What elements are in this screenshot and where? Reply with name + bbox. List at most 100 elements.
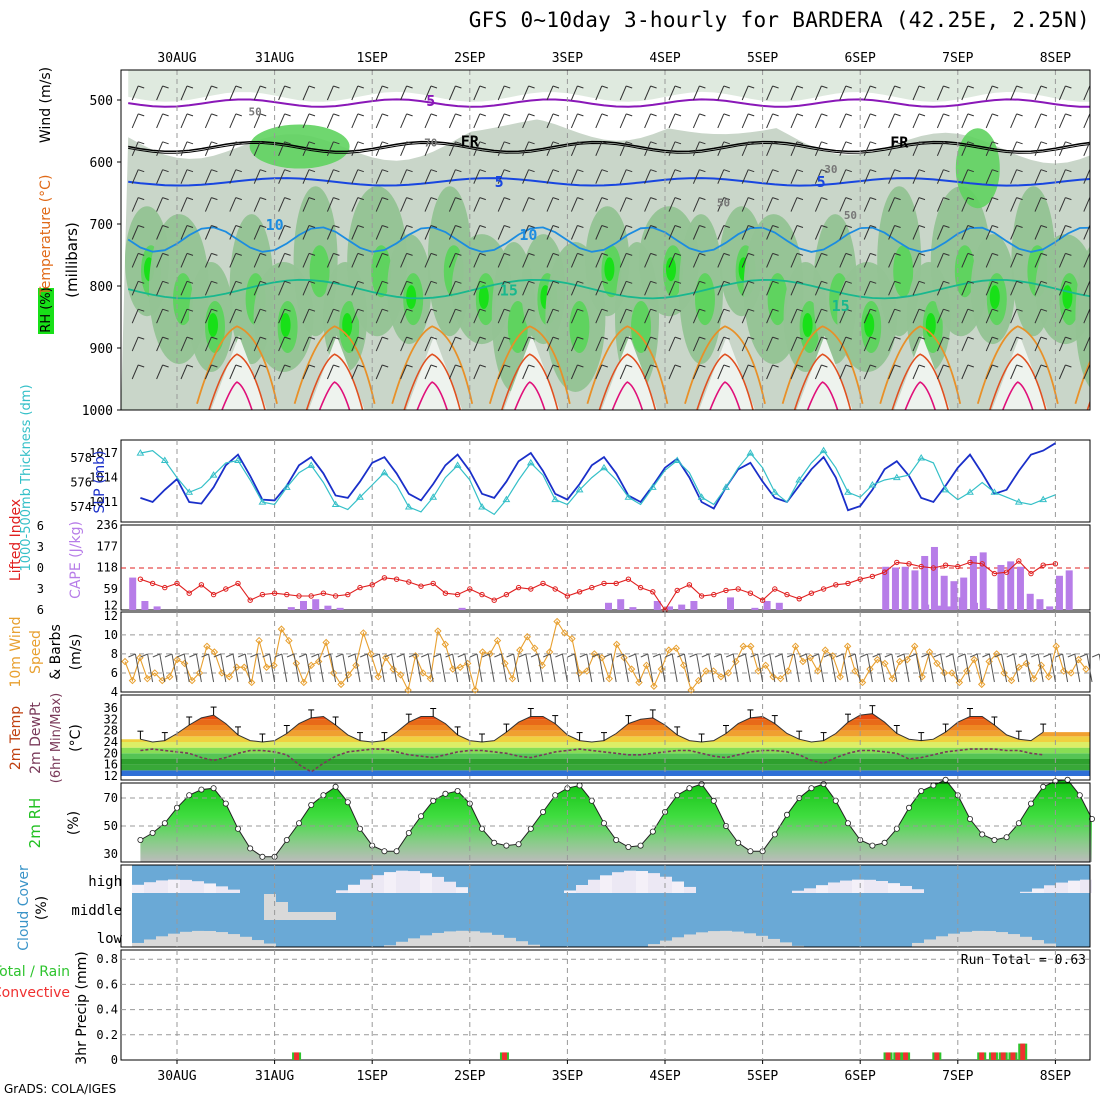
wind-barb-flag <box>772 141 779 145</box>
wind10-barb-51 <box>757 653 764 683</box>
wind-barb-flag <box>674 225 682 228</box>
wind-barb-flag <box>138 113 145 117</box>
wind-barb <box>692 336 700 352</box>
wind-barb-flag <box>284 225 291 228</box>
lifted-marker-48 <box>723 587 729 594</box>
wind-barb <box>351 85 359 101</box>
temp-contour-30-4 <box>611 381 644 410</box>
temp-contour-20-8 <box>976 325 1059 405</box>
wind10-ylabel-3: & Barbs <box>48 624 64 680</box>
wind-barb <box>204 281 212 296</box>
cape-late-bar-7 <box>950 581 958 610</box>
wind-barb <box>1010 197 1018 212</box>
wind-barb <box>546 169 554 184</box>
wind10-marker-53 <box>516 646 524 654</box>
wind-barb-flag <box>772 85 779 89</box>
rh2m-marker-78 <box>1089 816 1096 823</box>
wind-barb <box>424 336 432 352</box>
wind-barb-flag <box>552 141 560 145</box>
wind-barb-flag <box>894 141 901 145</box>
wind-barb <box>839 225 847 240</box>
cloud-mid-11 <box>264 894 276 920</box>
rh2m-marker-9 <box>247 845 254 852</box>
wind10-barb-56 <box>818 653 825 683</box>
contour-label-10: 70 <box>424 137 437 150</box>
cloud-mid-15 <box>312 912 324 920</box>
precip-conv-bar-3 <box>895 1052 901 1060</box>
wind-barb-flag <box>943 113 950 117</box>
wind10-barb-28 <box>476 653 483 683</box>
wind-barb-flag <box>1089 252 1090 254</box>
wind-barb <box>180 309 188 324</box>
wind-barb-flag <box>211 197 218 201</box>
wind-barb-flag <box>918 225 926 228</box>
cloud-ylabel: Cloud Cover <box>16 865 32 951</box>
wind-barb <box>253 141 261 156</box>
rh-core-5-2 <box>695 273 715 326</box>
wind-barb <box>912 281 920 296</box>
wind-barb <box>692 85 700 101</box>
wind-barb <box>814 169 822 184</box>
temp-contour-20-2 <box>391 325 474 405</box>
wind-barb <box>1034 253 1042 268</box>
wind-barb <box>814 85 822 101</box>
lifted-marker-1 <box>149 580 156 587</box>
wind-barb-flag <box>577 225 584 228</box>
wind-barb <box>302 336 310 352</box>
wind10-barb-flag-54 <box>787 653 795 658</box>
wind-barb <box>180 197 188 212</box>
thickness-marker-32 <box>526 458 535 466</box>
wind10-barb-flag-61 <box>872 653 880 658</box>
wind-barb <box>546 364 554 380</box>
wind10-marker-83 <box>739 642 748 650</box>
temp-contour-30-7 <box>904 381 936 410</box>
wind-barb-flag <box>674 308 682 312</box>
thickness-marker-6 <box>209 471 218 478</box>
wind-barb-flag <box>552 336 560 340</box>
cape-bar-27 <box>458 607 466 610</box>
wind-barb <box>522 197 530 212</box>
wind-barb-flag <box>577 280 584 284</box>
wind-barb-flag <box>674 141 682 145</box>
wind10-barb-flag-21 <box>384 653 392 658</box>
wind-barb <box>1010 141 1018 156</box>
wind-barb-flag <box>406 141 413 145</box>
wind10-barb-45 <box>683 653 690 683</box>
lifted-marker-21 <box>393 576 400 582</box>
cloud-high-8 <box>228 889 240 893</box>
wind10-barb-14 <box>305 653 312 683</box>
wind-barb <box>888 281 896 296</box>
rh-core-2-1 <box>371 245 392 298</box>
wind-barb <box>985 197 993 212</box>
wind10-marker-62 <box>583 667 591 675</box>
wind-barb-flag <box>796 336 804 340</box>
rh-core-3-2 <box>507 301 528 353</box>
wind-barb-flag <box>650 280 657 284</box>
lifted-marker-26 <box>454 591 461 598</box>
slp-tick-0: 1011 <box>89 495 118 509</box>
wind-barb <box>1010 225 1018 240</box>
wind-barb <box>912 141 920 156</box>
rh2m-tick-1: 50 <box>104 819 118 833</box>
wind-barb-flag <box>186 336 194 340</box>
wind10-marker-66 <box>612 640 621 649</box>
wind-barb-flag <box>504 197 511 201</box>
wind-barb-flag <box>1065 169 1072 173</box>
wind10-marker-52 <box>508 674 517 683</box>
wind-barb-flag <box>430 225 438 228</box>
cape-bar-45 <box>678 604 686 610</box>
rh2m-marker-56 <box>820 781 827 788</box>
wind10-marker-127 <box>1067 669 1075 677</box>
wind-barb <box>1058 85 1066 101</box>
slp-line <box>140 442 1056 512</box>
wind-barb-flag <box>504 141 511 145</box>
wind-barb <box>619 85 627 101</box>
wind-barb <box>546 253 554 268</box>
thickness-marker-22 <box>404 503 413 510</box>
wind-barb-flag <box>138 85 145 89</box>
wind-barb-flag <box>821 85 828 89</box>
wind-barb <box>375 309 383 324</box>
wind-barb <box>473 336 481 352</box>
wind10-barb-24 <box>427 653 434 683</box>
cloud-row-middle: middle <box>71 903 122 919</box>
